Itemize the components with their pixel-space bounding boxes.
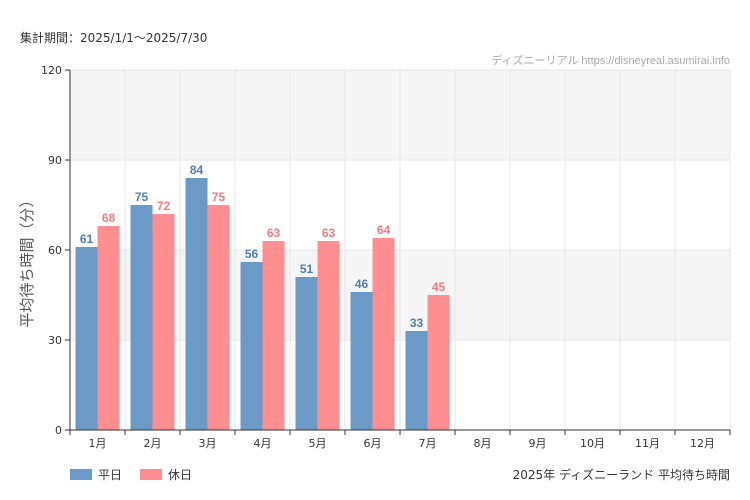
chart-caption: 2025年 ディズニーランド 平均待ち時間 — [512, 468, 730, 482]
legend-label-weekday: 平日 — [98, 468, 123, 482]
x-tick-label: 1月 — [89, 437, 107, 450]
bar — [97, 226, 120, 430]
bar — [75, 247, 98, 430]
data-label: 33 — [410, 316, 424, 330]
legend-swatch-holiday — [140, 469, 163, 480]
legend: 平日 休日 — [70, 466, 192, 483]
y-tick-label: 60 — [48, 244, 62, 257]
watermark: ディズニーリアル https://disneyreal.asumirai.inf… — [491, 55, 730, 67]
bar — [240, 262, 263, 430]
data-label: 45 — [432, 280, 446, 294]
data-label: 56 — [245, 247, 259, 261]
x-tick-label: 3月 — [199, 437, 217, 450]
bar — [372, 238, 395, 430]
x-tick-label: 10月 — [580, 437, 605, 450]
data-label: 63 — [267, 226, 281, 240]
legend-item-holiday[interactable]: 休日 — [140, 466, 192, 483]
data-label: 72 — [157, 199, 171, 213]
data-label: 84 — [190, 163, 204, 177]
x-tick-label: 6月 — [364, 437, 382, 450]
x-tick-label: 7月 — [419, 437, 437, 450]
data-label: 61 — [80, 232, 94, 246]
bar — [427, 295, 450, 430]
data-label: 63 — [322, 226, 336, 240]
data-label: 64 — [377, 223, 391, 237]
x-tick-label: 8月 — [474, 437, 492, 450]
legend-item-weekday[interactable]: 平日 — [70, 466, 122, 483]
x-tick-label: 5月 — [309, 437, 327, 450]
data-label: 51 — [300, 262, 314, 276]
y-tick-label: 0 — [55, 424, 62, 437]
x-tick-label: 11月 — [635, 437, 660, 450]
bar — [295, 277, 318, 430]
period-label: 集計期間：2025/1/1～2025/7/30 — [20, 31, 208, 45]
data-label: 75 — [212, 190, 226, 204]
legend-swatch-weekday — [70, 469, 92, 480]
y-tick-label: 30 — [48, 334, 62, 347]
x-tick-label: 9月 — [529, 437, 547, 450]
x-tick-label: 4月 — [254, 437, 272, 450]
bar — [262, 241, 285, 430]
bar — [350, 292, 373, 430]
legend-label-holiday: 休日 — [168, 468, 193, 482]
bar — [185, 178, 208, 430]
x-tick-label: 2月 — [144, 437, 162, 450]
data-label: 68 — [102, 211, 116, 225]
data-label: 46 — [355, 277, 369, 291]
bar — [317, 241, 340, 430]
data-label: 75 — [135, 190, 149, 204]
y-tick-label: 90 — [48, 154, 62, 167]
y-axis-title: 平均待ち時間（分） — [17, 192, 36, 328]
bar — [405, 331, 428, 430]
y-tick-label: 120 — [41, 64, 62, 77]
bar — [130, 205, 153, 430]
x-tick-label: 12月 — [690, 437, 715, 450]
bar — [152, 214, 175, 430]
bar — [207, 205, 230, 430]
